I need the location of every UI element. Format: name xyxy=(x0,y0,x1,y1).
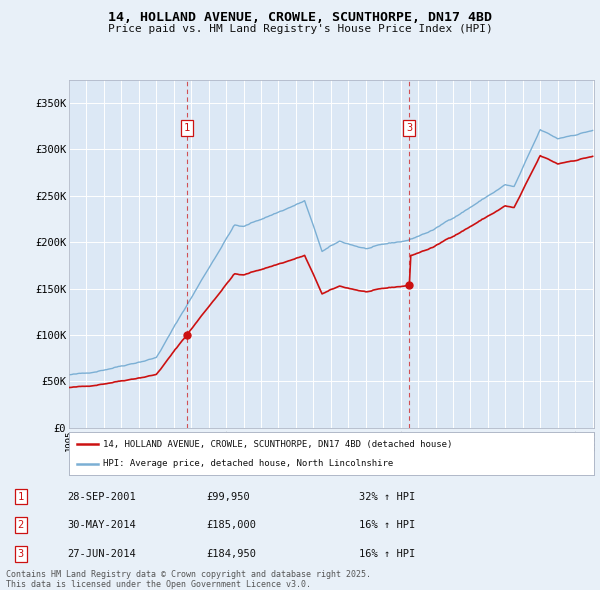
Text: 1: 1 xyxy=(17,491,24,502)
Text: 2: 2 xyxy=(17,520,24,530)
Text: £185,000: £185,000 xyxy=(206,520,256,530)
Text: £184,950: £184,950 xyxy=(206,549,256,559)
Text: Price paid vs. HM Land Registry's House Price Index (HPI): Price paid vs. HM Land Registry's House … xyxy=(107,24,493,34)
Text: £99,950: £99,950 xyxy=(206,491,250,502)
Text: 28-SEP-2001: 28-SEP-2001 xyxy=(68,491,136,502)
Text: Contains HM Land Registry data © Crown copyright and database right 2025.
This d: Contains HM Land Registry data © Crown c… xyxy=(6,570,371,589)
Text: 16% ↑ HPI: 16% ↑ HPI xyxy=(359,549,415,559)
Text: 30-MAY-2014: 30-MAY-2014 xyxy=(68,520,136,530)
Text: 27-JUN-2014: 27-JUN-2014 xyxy=(68,549,136,559)
Text: 16% ↑ HPI: 16% ↑ HPI xyxy=(359,520,415,530)
Text: 14, HOLLAND AVENUE, CROWLE, SCUNTHORPE, DN17 4BD (detached house): 14, HOLLAND AVENUE, CROWLE, SCUNTHORPE, … xyxy=(103,440,452,449)
Text: 3: 3 xyxy=(406,123,412,133)
Text: 1: 1 xyxy=(184,123,190,133)
Text: HPI: Average price, detached house, North Lincolnshire: HPI: Average price, detached house, Nort… xyxy=(103,460,394,468)
Text: 14, HOLLAND AVENUE, CROWLE, SCUNTHORPE, DN17 4BD: 14, HOLLAND AVENUE, CROWLE, SCUNTHORPE, … xyxy=(108,11,492,24)
Text: 3: 3 xyxy=(17,549,24,559)
Text: 32% ↑ HPI: 32% ↑ HPI xyxy=(359,491,415,502)
